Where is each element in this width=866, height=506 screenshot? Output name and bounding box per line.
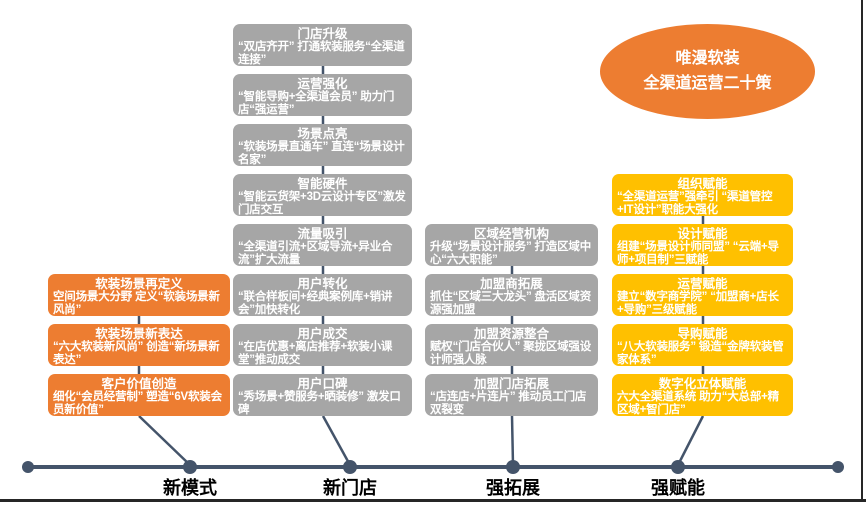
strategy-box-empower-3: 运营赋能 建立“数字商学院” “加盟商+店长+导购”三级赋能 (612, 274, 793, 316)
timeline-label-expand: 强拓展 (486, 478, 540, 498)
brand-title-line1: 唯漫软装 (675, 50, 740, 67)
timeline-dot (183, 460, 197, 474)
box-body: “联合样板间+经典案例库+销讲会”加快转化 (238, 291, 393, 316)
timeline-dot (671, 460, 685, 474)
timeline-dot (22, 461, 34, 473)
window-right-edge (861, 0, 863, 502)
box-title: 智能硬件 (297, 177, 348, 191)
strategy-box-expand-4: 加盟门店拓展 “店连店+片连片” 推动员工门店双裂变 (425, 374, 598, 416)
box-body: “八大软装服务” 锻造“金牌软装管家体系” (617, 341, 784, 366)
stage-connector (138, 415, 191, 466)
box-title: 加盟门店拓展 (473, 377, 549, 391)
box-body: 空间场景大分野 定义“软装场景新风尚” (53, 291, 220, 316)
strategy-box-expand-3: 加盟资源整合 赋权“门店合伙人” 聚拢区域强设计师强人脉 (425, 324, 598, 366)
strategy-box-new-store-1: 门店升级 “双店齐开” 打通软装服务“全渠道连接” (233, 24, 412, 66)
brand-ellipse: 唯漫软装 全渠道运营二十策 (600, 24, 815, 119)
timeline-label-empower: 强赋能 (651, 478, 705, 498)
box-body: “六大软装新风尚” 创造“新场景新表达” (53, 341, 220, 366)
box-title: 软装场景新表达 (95, 327, 183, 341)
box-body: 升级“场景设计服务” 打造区域中心“六大职能” (430, 241, 591, 266)
box-title: 运营强化 (297, 77, 348, 91)
timeline-dot (343, 460, 357, 474)
box-body: “软装场景直通车” 直连“场景设计名家” (238, 141, 405, 166)
box-body: “双店齐开” 打通软装服务“全渠道连接” (238, 41, 405, 66)
stage-connector (510, 415, 515, 466)
strategy-box-new-store-2: 运营强化 “智能导购+全渠道会员” 助力门店“强运营” (233, 74, 412, 116)
timeline-label-new-store: 新门店 (323, 478, 377, 498)
box-title: 加盟资源整合 (473, 327, 549, 341)
timeline-dot (832, 461, 844, 473)
box-body: 六大全渠道系统 助力“大总部+精区域+智门店” (617, 391, 779, 416)
box-title: 用户口碑 (297, 377, 348, 391)
box-title: 数字化立体赋能 (658, 377, 747, 391)
box-title: 用户成交 (297, 327, 348, 341)
box-body: “智能导购+全渠道会员” 助力门店“强运营” (238, 91, 395, 116)
box-body: 组建“场景设计师同盟” “云端+导师+项目制”三赋能 (617, 241, 779, 266)
box-body: 细化“会员经营制” 塑造“6V软装会员新价值” (53, 391, 222, 416)
strategy-box-new-store-5: 流量吸引 “全渠道引流+区域导流+异业合流”扩大流量 (233, 224, 412, 266)
box-body: “在店优惠+离店推荐+软装小课堂”推动成交 (238, 341, 393, 366)
strategy-box-expand-2: 加盟商拓展 抓住“区域三大龙头” 盘活区域资源强加盟 (425, 274, 598, 316)
timeline-dot (506, 460, 520, 474)
box-title: 软装场景再定义 (95, 277, 183, 291)
strategy-box-new-store-7: 用户成交 “在店优惠+离店推荐+软装小课堂”推动成交 (233, 324, 412, 366)
strategy-box-new-store-3: 场景点亮 “软装场景直通车” 直连“场景设计名家” (233, 124, 412, 166)
box-body: “全渠道引流+区域导流+异业合流”扩大流量 (238, 241, 393, 266)
box-body: 抓住“区域三大龙头” 盘活区域资源强加盟 (430, 291, 591, 316)
box-body: 建立“数字商学院” “加盟商+店长+导购”三级赋能 (617, 291, 779, 316)
box-title: 流量吸引 (297, 227, 348, 241)
strategy-box-empower-1: 组织赋能 “全渠道运营”强牵引 “渠道管控+IT设计”职能大强化 (612, 174, 793, 216)
box-body: “秀场景+赞服务+晒装修” 激发口碑 (238, 391, 401, 416)
strategy-box-empower-5: 数字化立体赋能 六大全渠道系统 助力“大总部+精区域+智门店” (612, 374, 793, 416)
box-title: 加盟商拓展 (480, 277, 543, 291)
box-body: “智能云货架+3D云设计专区”激发门店交互 (238, 191, 406, 216)
brand-title-line2: 全渠道运营二十策 (643, 75, 772, 92)
box-title: 客户价值创造 (101, 377, 177, 391)
strategy-box-new-model-1: 软装场景再定义 空间场景大分野 定义“软装场景新风尚” (48, 274, 230, 316)
strategy-box-new-store-8: 用户口碑 “秀场景+赞服务+晒装修” 激发口碑 (233, 374, 412, 416)
box-title: 设计赋能 (677, 227, 728, 241)
timeline-label-new-model: 新模式 (163, 478, 217, 498)
stage-connector (321, 415, 352, 466)
window-bottom-edge (0, 499, 866, 502)
box-body: “全渠道运营”强牵引 “渠道管控+IT设计”职能大强化 (617, 191, 773, 216)
stage-connector (676, 415, 705, 466)
strategy-box-new-store-6: 用户转化 “联合样板间+经典案例库+销讲会”加快转化 (233, 274, 412, 316)
box-title: 导购赋能 (677, 327, 728, 341)
box-title: 组织赋能 (677, 177, 728, 191)
strategy-box-empower-2: 设计赋能 组建“场景设计师同盟” “云端+导师+项目制”三赋能 (612, 224, 793, 266)
box-body: “店连店+片连片” 推动员工门店双裂变 (430, 391, 587, 416)
strategy-box-expand-1: 区域经营机构 升级“场景设计服务” 打造区域中心“六大职能” (425, 224, 598, 266)
strategy-box-new-model-3: 客户价值创造 细化“会员经营制” 塑造“6V软装会员新价值” (48, 374, 230, 416)
box-title: 门店升级 (297, 27, 348, 41)
box-title: 场景点亮 (297, 127, 348, 141)
strategy-box-empower-4: 导购赋能 “八大软装服务” 锻造“金牌软装管家体系” (612, 324, 793, 366)
strategy-box-new-model-2: 软装场景新表达 “六大软装新风尚” 创造“新场景新表达” (48, 324, 230, 366)
strategy-box-new-store-4: 智能硬件 “智能云货架+3D云设计专区”激发门店交互 (233, 174, 412, 216)
box-title: 用户转化 (297, 277, 348, 291)
box-title: 运营赋能 (677, 277, 728, 291)
box-body: 赋权“门店合伙人” 聚拢区域强设计师强人脉 (430, 341, 591, 366)
box-title: 区域经营机构 (473, 227, 549, 241)
